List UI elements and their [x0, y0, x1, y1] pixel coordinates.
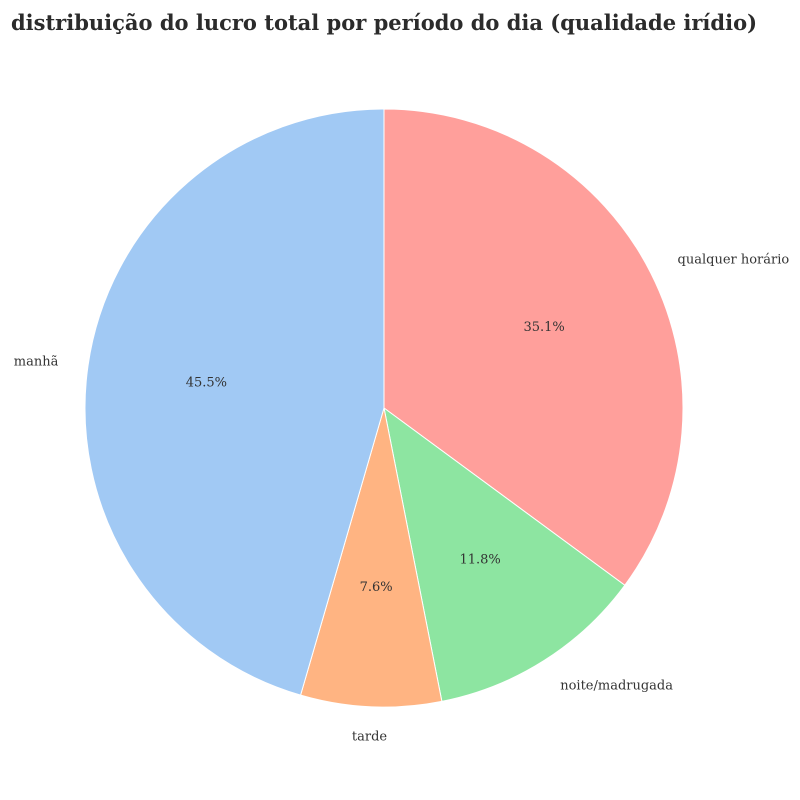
pie-slice-2 [299, 407, 443, 708]
pie-slice-3 [84, 108, 385, 696]
pie-category-label-3: manhã [14, 355, 59, 370]
pie-category-label-2: tarde [352, 730, 388, 745]
pie-pct-label-3: 45.5% [186, 376, 227, 391]
pie-slice-1 [383, 406, 626, 702]
pie-labels: 35.1% qualquer horário 11.8% noite/madrugad… [14, 253, 790, 745]
pie-category-label-1: noite/madrugada [560, 679, 673, 694]
chart-title: distribuição do lucro total por período … [10, 10, 758, 35]
pie-pct-label-1: 11.8% [459, 552, 500, 567]
pie-pct-label-0: 35.1% [523, 320, 564, 335]
pie-pct-label-2: 7.6% [360, 580, 393, 595]
pie-slices [84, 108, 684, 708]
pie-slice-0 [383, 108, 684, 586]
pie-category-label-0: qualquer horário [678, 253, 790, 268]
